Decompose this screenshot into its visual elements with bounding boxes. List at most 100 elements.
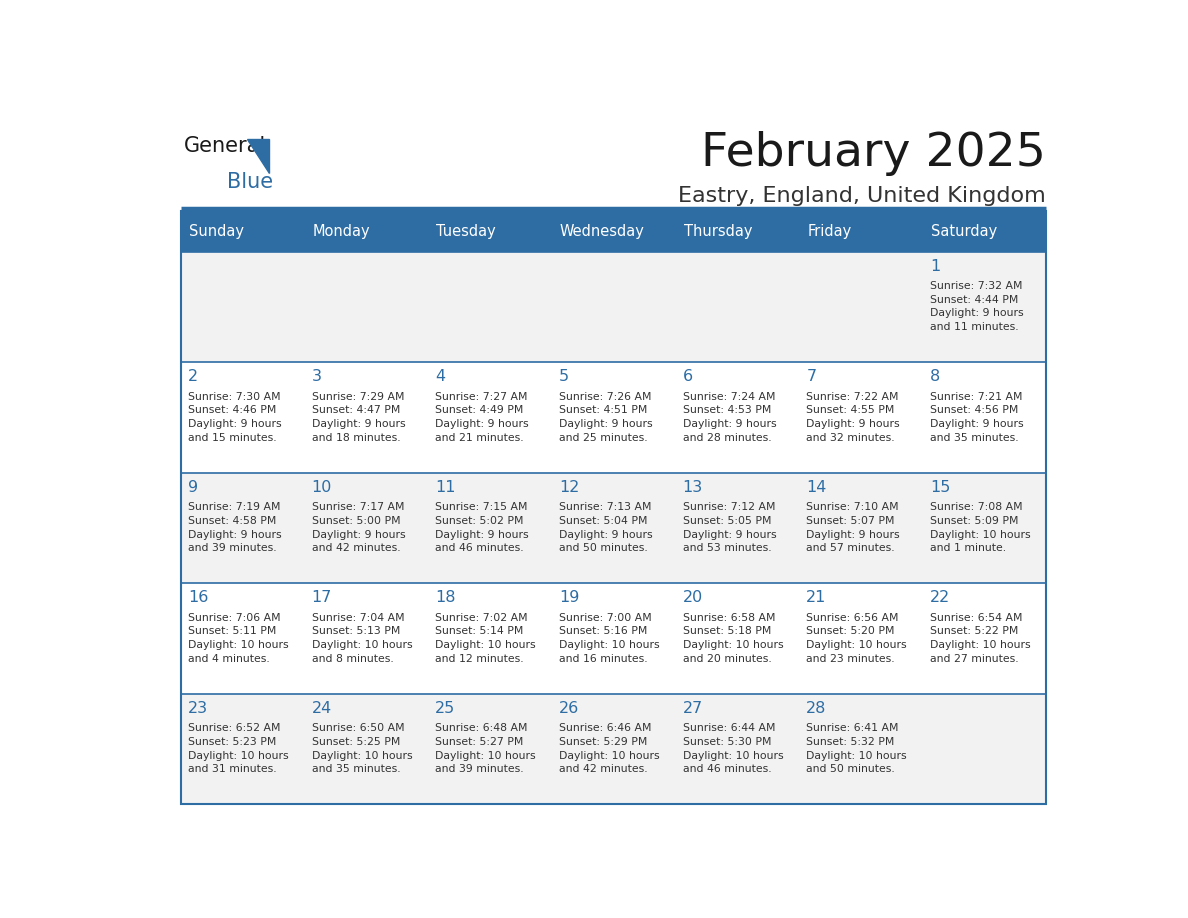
Text: 23: 23 <box>188 700 208 716</box>
Text: 24: 24 <box>311 700 331 716</box>
FancyBboxPatch shape <box>798 362 923 473</box>
FancyBboxPatch shape <box>675 252 798 362</box>
FancyBboxPatch shape <box>551 362 675 473</box>
Text: 7: 7 <box>807 369 816 384</box>
Text: February 2025: February 2025 <box>701 131 1047 176</box>
FancyBboxPatch shape <box>181 473 304 583</box>
FancyBboxPatch shape <box>551 210 675 252</box>
Text: Sunrise: 7:04 AM
Sunset: 5:13 PM
Daylight: 10 hours
and 8 minutes.: Sunrise: 7:04 AM Sunset: 5:13 PM Dayligh… <box>311 613 412 664</box>
Text: 22: 22 <box>930 590 950 605</box>
Text: 2: 2 <box>188 369 198 384</box>
Text: Sunrise: 7:02 AM
Sunset: 5:14 PM
Daylight: 10 hours
and 12 minutes.: Sunrise: 7:02 AM Sunset: 5:14 PM Dayligh… <box>435 613 536 664</box>
Text: Sunrise: 7:30 AM
Sunset: 4:46 PM
Daylight: 9 hours
and 15 minutes.: Sunrise: 7:30 AM Sunset: 4:46 PM Dayligh… <box>188 392 282 442</box>
Text: 26: 26 <box>560 700 580 716</box>
FancyBboxPatch shape <box>551 583 675 694</box>
FancyBboxPatch shape <box>428 362 551 473</box>
Text: Sunrise: 7:21 AM
Sunset: 4:56 PM
Daylight: 9 hours
and 35 minutes.: Sunrise: 7:21 AM Sunset: 4:56 PM Dayligh… <box>930 392 1024 442</box>
FancyBboxPatch shape <box>798 252 923 362</box>
Text: Sunrise: 6:54 AM
Sunset: 5:22 PM
Daylight: 10 hours
and 27 minutes.: Sunrise: 6:54 AM Sunset: 5:22 PM Dayligh… <box>930 613 1030 664</box>
Text: Sunrise: 6:52 AM
Sunset: 5:23 PM
Daylight: 10 hours
and 31 minutes.: Sunrise: 6:52 AM Sunset: 5:23 PM Dayligh… <box>188 723 289 774</box>
Text: 25: 25 <box>435 700 456 716</box>
Text: 11: 11 <box>435 480 456 495</box>
FancyBboxPatch shape <box>798 210 923 252</box>
Text: Sunrise: 7:29 AM
Sunset: 4:47 PM
Daylight: 9 hours
and 18 minutes.: Sunrise: 7:29 AM Sunset: 4:47 PM Dayligh… <box>311 392 405 442</box>
FancyBboxPatch shape <box>923 210 1047 252</box>
Text: 9: 9 <box>188 480 198 495</box>
Text: Sunrise: 6:58 AM
Sunset: 5:18 PM
Daylight: 10 hours
and 20 minutes.: Sunrise: 6:58 AM Sunset: 5:18 PM Dayligh… <box>683 613 783 664</box>
Text: 13: 13 <box>683 480 703 495</box>
Text: Sunrise: 7:00 AM
Sunset: 5:16 PM
Daylight: 10 hours
and 16 minutes.: Sunrise: 7:00 AM Sunset: 5:16 PM Dayligh… <box>560 613 659 664</box>
Text: Monday: Monday <box>312 224 371 239</box>
FancyBboxPatch shape <box>923 473 1047 583</box>
Text: 27: 27 <box>683 700 703 716</box>
Text: Eastry, England, United Kingdom: Eastry, England, United Kingdom <box>678 185 1047 206</box>
FancyBboxPatch shape <box>675 362 798 473</box>
FancyBboxPatch shape <box>181 252 304 362</box>
Text: Thursday: Thursday <box>683 224 752 239</box>
FancyBboxPatch shape <box>181 362 304 473</box>
Text: 8: 8 <box>930 369 940 384</box>
FancyBboxPatch shape <box>798 473 923 583</box>
Text: 14: 14 <box>807 480 827 495</box>
FancyBboxPatch shape <box>675 583 798 694</box>
Text: 1: 1 <box>930 259 940 274</box>
FancyBboxPatch shape <box>923 583 1047 694</box>
FancyBboxPatch shape <box>675 210 798 252</box>
FancyBboxPatch shape <box>675 473 798 583</box>
Text: Sunrise: 7:06 AM
Sunset: 5:11 PM
Daylight: 10 hours
and 4 minutes.: Sunrise: 7:06 AM Sunset: 5:11 PM Dayligh… <box>188 613 289 664</box>
Text: Sunday: Sunday <box>189 224 244 239</box>
Text: Sunrise: 6:41 AM
Sunset: 5:32 PM
Daylight: 10 hours
and 50 minutes.: Sunrise: 6:41 AM Sunset: 5:32 PM Dayligh… <box>807 723 906 774</box>
FancyBboxPatch shape <box>551 473 675 583</box>
Text: 21: 21 <box>807 590 827 605</box>
FancyBboxPatch shape <box>428 473 551 583</box>
Text: Saturday: Saturday <box>931 224 997 239</box>
FancyBboxPatch shape <box>428 694 551 804</box>
Text: Tuesday: Tuesday <box>436 224 497 239</box>
FancyBboxPatch shape <box>428 210 551 252</box>
Text: General: General <box>183 136 266 156</box>
FancyBboxPatch shape <box>923 362 1047 473</box>
Text: 5: 5 <box>560 369 569 384</box>
Text: Friday: Friday <box>807 224 852 239</box>
FancyBboxPatch shape <box>923 694 1047 804</box>
Text: 15: 15 <box>930 480 950 495</box>
FancyBboxPatch shape <box>304 362 428 473</box>
Text: Sunrise: 7:08 AM
Sunset: 5:09 PM
Daylight: 10 hours
and 1 minute.: Sunrise: 7:08 AM Sunset: 5:09 PM Dayligh… <box>930 502 1030 554</box>
Text: Sunrise: 7:19 AM
Sunset: 4:58 PM
Daylight: 9 hours
and 39 minutes.: Sunrise: 7:19 AM Sunset: 4:58 PM Dayligh… <box>188 502 282 554</box>
FancyBboxPatch shape <box>181 583 304 694</box>
FancyBboxPatch shape <box>551 252 675 362</box>
Text: 18: 18 <box>435 590 456 605</box>
FancyBboxPatch shape <box>304 473 428 583</box>
Text: 28: 28 <box>807 700 827 716</box>
FancyBboxPatch shape <box>304 210 428 252</box>
Text: Sunrise: 6:56 AM
Sunset: 5:20 PM
Daylight: 10 hours
and 23 minutes.: Sunrise: 6:56 AM Sunset: 5:20 PM Dayligh… <box>807 613 906 664</box>
Text: Sunrise: 7:17 AM
Sunset: 5:00 PM
Daylight: 9 hours
and 42 minutes.: Sunrise: 7:17 AM Sunset: 5:00 PM Dayligh… <box>311 502 405 554</box>
Text: 6: 6 <box>683 369 693 384</box>
Text: 20: 20 <box>683 590 703 605</box>
FancyBboxPatch shape <box>675 694 798 804</box>
FancyBboxPatch shape <box>304 252 428 362</box>
Text: 19: 19 <box>560 590 580 605</box>
Text: Sunrise: 6:48 AM
Sunset: 5:27 PM
Daylight: 10 hours
and 39 minutes.: Sunrise: 6:48 AM Sunset: 5:27 PM Dayligh… <box>435 723 536 774</box>
Text: 17: 17 <box>311 590 333 605</box>
FancyBboxPatch shape <box>923 252 1047 362</box>
FancyBboxPatch shape <box>304 583 428 694</box>
Text: Blue: Blue <box>227 172 273 192</box>
Text: Sunrise: 7:13 AM
Sunset: 5:04 PM
Daylight: 9 hours
and 50 minutes.: Sunrise: 7:13 AM Sunset: 5:04 PM Dayligh… <box>560 502 652 554</box>
FancyBboxPatch shape <box>798 694 923 804</box>
Text: Sunrise: 7:10 AM
Sunset: 5:07 PM
Daylight: 9 hours
and 57 minutes.: Sunrise: 7:10 AM Sunset: 5:07 PM Dayligh… <box>807 502 899 554</box>
Text: Sunrise: 6:44 AM
Sunset: 5:30 PM
Daylight: 10 hours
and 46 minutes.: Sunrise: 6:44 AM Sunset: 5:30 PM Dayligh… <box>683 723 783 774</box>
Text: 4: 4 <box>435 369 446 384</box>
FancyBboxPatch shape <box>551 694 675 804</box>
FancyBboxPatch shape <box>428 583 551 694</box>
Text: 12: 12 <box>560 480 580 495</box>
Text: 10: 10 <box>311 480 333 495</box>
Text: 16: 16 <box>188 590 208 605</box>
Text: Sunrise: 7:26 AM
Sunset: 4:51 PM
Daylight: 9 hours
and 25 minutes.: Sunrise: 7:26 AM Sunset: 4:51 PM Dayligh… <box>560 392 652 442</box>
FancyBboxPatch shape <box>181 694 304 804</box>
Text: Sunrise: 7:12 AM
Sunset: 5:05 PM
Daylight: 9 hours
and 53 minutes.: Sunrise: 7:12 AM Sunset: 5:05 PM Dayligh… <box>683 502 776 554</box>
FancyBboxPatch shape <box>428 252 551 362</box>
FancyBboxPatch shape <box>304 694 428 804</box>
Text: Sunrise: 7:27 AM
Sunset: 4:49 PM
Daylight: 9 hours
and 21 minutes.: Sunrise: 7:27 AM Sunset: 4:49 PM Dayligh… <box>435 392 529 442</box>
Text: Sunrise: 7:32 AM
Sunset: 4:44 PM
Daylight: 9 hours
and 11 minutes.: Sunrise: 7:32 AM Sunset: 4:44 PM Dayligh… <box>930 281 1024 332</box>
